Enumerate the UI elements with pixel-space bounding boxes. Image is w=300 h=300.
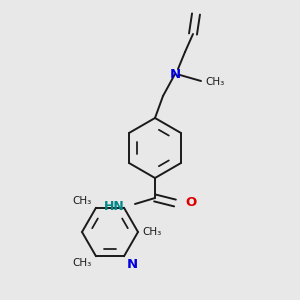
- Text: O: O: [185, 196, 196, 209]
- Text: N: N: [169, 68, 181, 80]
- Text: CH₃: CH₃: [142, 227, 161, 237]
- Text: N: N: [127, 258, 138, 271]
- Text: CH₃: CH₃: [73, 258, 92, 268]
- Text: CH₃: CH₃: [73, 196, 92, 206]
- Text: HN: HN: [104, 200, 125, 212]
- Text: CH₃: CH₃: [205, 77, 224, 87]
